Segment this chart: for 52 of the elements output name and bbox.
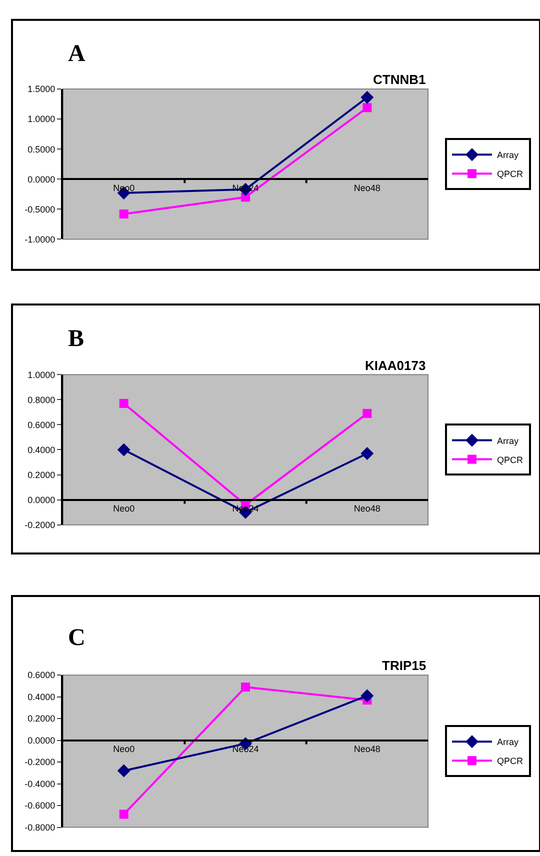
y-tick-label: 1.5000 (28, 84, 56, 94)
x-tick-label: Neo24 (232, 744, 259, 754)
text: C (68, 625, 86, 651)
y-tick-label: 1.0000 (28, 114, 56, 124)
legend-label: QPCR (497, 454, 524, 465)
legend-label: QPCR (497, 756, 524, 766)
x-tick-label: Neo48 (354, 504, 380, 514)
legend-label: QPCR (497, 169, 524, 180)
y-tick-label: 0.8000 (28, 394, 56, 405)
point (119, 810, 128, 819)
legend-label: Array (497, 737, 519, 748)
legend-label: Array (497, 150, 519, 160)
y-tick-label: 0.4000 (28, 444, 56, 455)
point (360, 90, 374, 104)
y-tick-label: -0.2000 (24, 757, 56, 768)
point (117, 764, 130, 778)
y-tick-label: 0.2000 (28, 714, 56, 724)
y-tick-label: -1.0000 (24, 234, 56, 244)
y-tick-label: -0.4000 (24, 778, 56, 789)
x-tick-label: Neo0 (113, 182, 135, 193)
text: B (68, 326, 84, 352)
y-tick-label: -0.5000 (24, 204, 56, 214)
chart-title: KIAA0173 (365, 358, 426, 373)
y-tick-label: 0.6000 (28, 420, 56, 430)
legend-label: Array (497, 436, 519, 446)
point (119, 209, 128, 218)
y-tick-label: -0.6000 (24, 800, 56, 811)
point (241, 682, 250, 692)
point (362, 408, 372, 418)
chart-title: CTNNB1 (373, 72, 426, 87)
point (360, 689, 374, 702)
point (362, 103, 372, 112)
x-tick-label: Neo24 (232, 504, 259, 514)
point (117, 443, 130, 456)
y-tick-label: 0.2000 (28, 470, 56, 480)
y-tick-label: 0.6000 (28, 670, 56, 680)
x-tick-label: Neo0 (113, 744, 135, 754)
point (360, 447, 374, 460)
x-tick-label: Neo48 (354, 182, 380, 193)
y-tick-label: 1.0000 (28, 370, 56, 380)
chart-title: TRIP15 (382, 658, 426, 673)
y-tick-label: -0.2000 (24, 520, 56, 530)
text: A (68, 41, 86, 67)
x-tick-label: Neo48 (354, 744, 380, 754)
y-tick-label: 0.4000 (28, 692, 56, 702)
point (119, 398, 128, 408)
y-tick-label: 0.0000 (28, 735, 56, 746)
y-tick-label: -0.8000 (24, 822, 56, 832)
y-tick-label: 0.0000 (28, 494, 56, 505)
y-tick-label: 0.5000 (28, 144, 56, 154)
y-tick-label: 0.0000 (28, 174, 56, 184)
x-tick-label: Neo0 (113, 504, 135, 514)
